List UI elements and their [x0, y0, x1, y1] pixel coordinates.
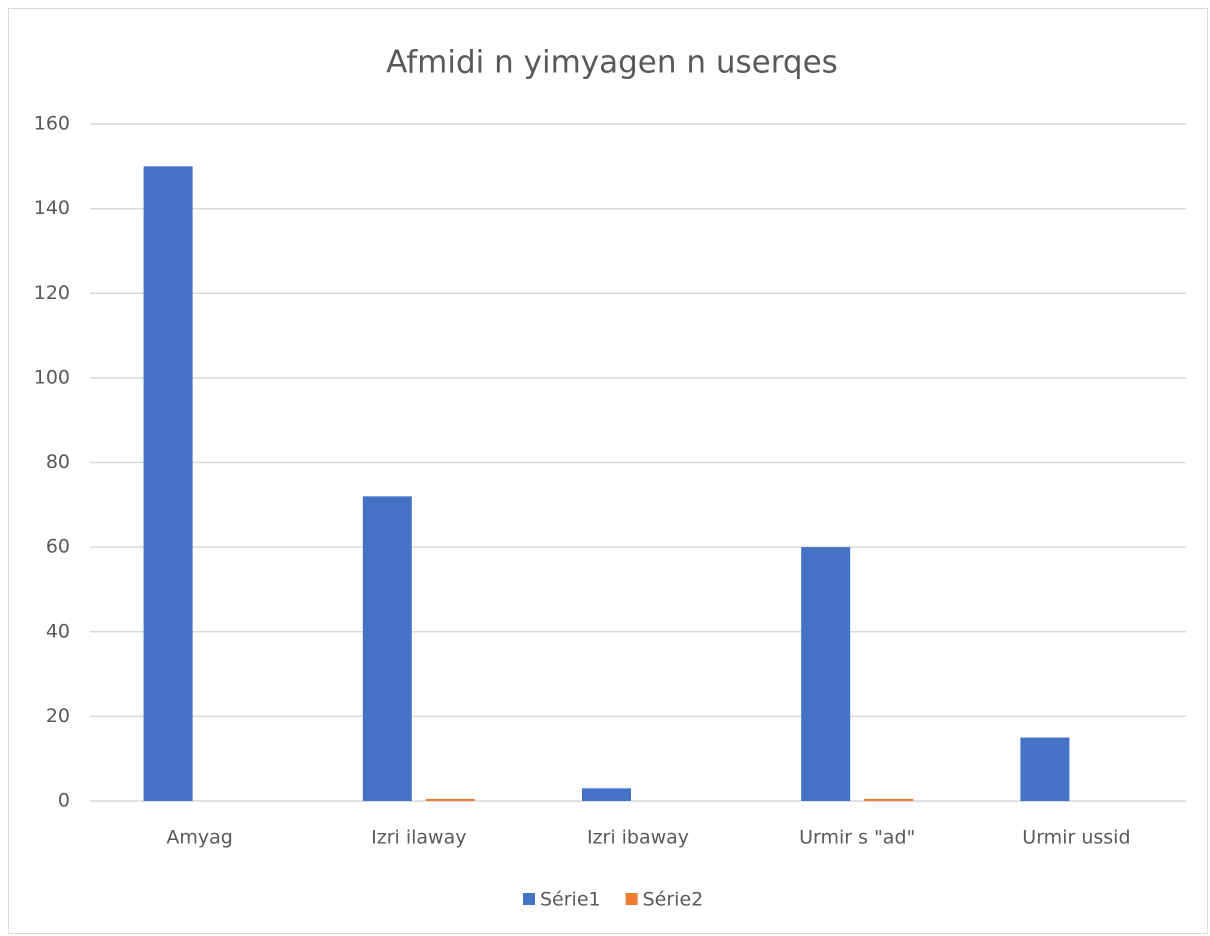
x-tick-label: Izri ilaway — [371, 827, 466, 849]
y-tick-label: 60 — [46, 536, 70, 558]
legend-swatch — [625, 893, 638, 905]
bar — [864, 798, 914, 801]
chart-title: Afmidi n yimyagen n userqes — [386, 45, 838, 81]
chart-frame — [8, 8, 1208, 934]
y-tick-label: 40 — [46, 620, 70, 642]
bar — [801, 547, 851, 801]
y-tick-label: 80 — [46, 451, 70, 473]
y-tick-label: 120 — [34, 282, 70, 304]
bar — [425, 798, 475, 801]
bar — [362, 496, 412, 801]
bar — [582, 788, 631, 801]
legend-label: Série2 — [643, 889, 704, 911]
y-tick-label: 160 — [34, 113, 70, 135]
bar — [143, 166, 193, 801]
bar — [1020, 737, 1070, 801]
x-tick-label: Urmir s "ad" — [799, 827, 915, 849]
legend-label: Série1 — [540, 889, 601, 911]
y-tick-label: 140 — [34, 197, 70, 219]
y-tick-label: 100 — [34, 366, 70, 388]
y-tick-label: 20 — [46, 705, 70, 727]
y-tick-label: 0 — [58, 790, 70, 812]
legend-swatch — [523, 893, 535, 905]
x-tick-label: Amyag — [166, 827, 232, 849]
x-tick-label: Izri ibaway — [587, 827, 689, 849]
x-tick-label: Urmir ussid — [1022, 827, 1130, 849]
